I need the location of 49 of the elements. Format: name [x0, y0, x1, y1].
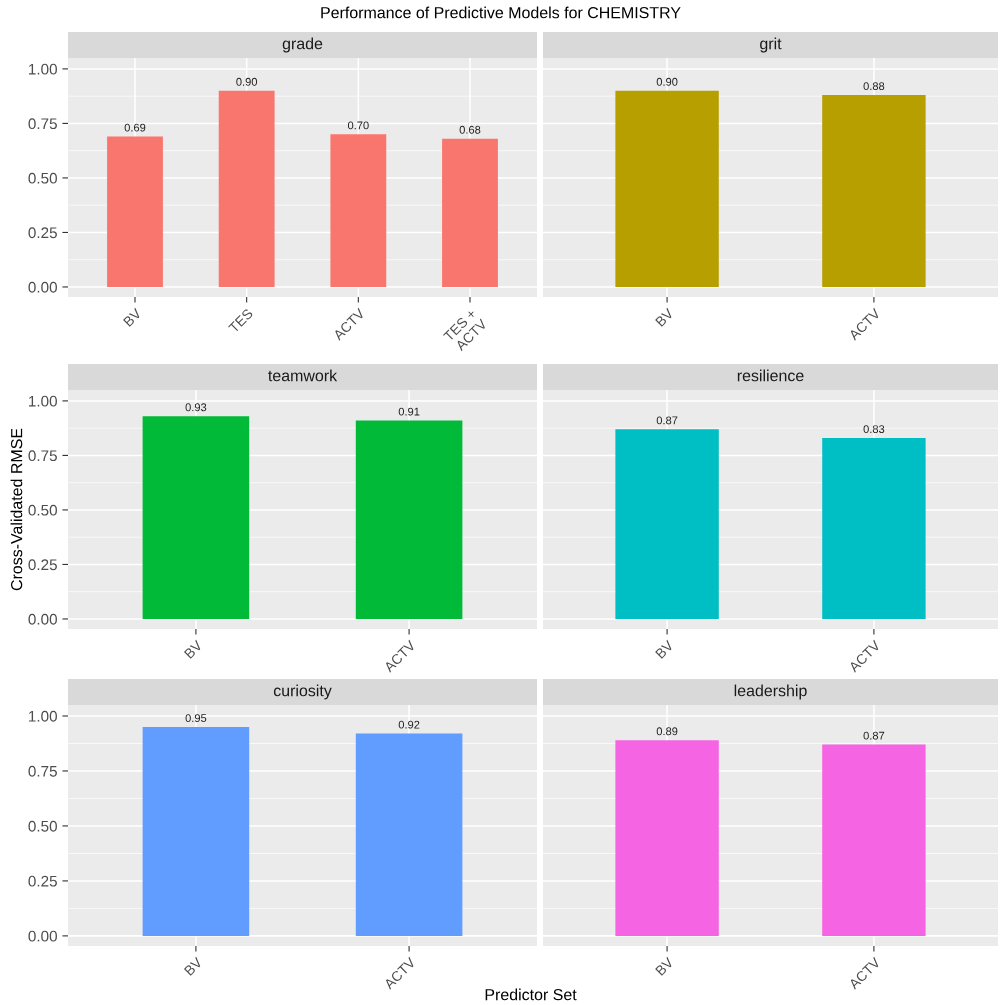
bar [218, 90, 275, 287]
y-tick-label: 0.25 [28, 227, 57, 239]
y-tick-label: 1.00 [29, 63, 57, 75]
y-tick-label: 0.75 [28, 118, 57, 130]
data-label: 0.91 [398, 407, 420, 416]
data-label: 0.90 [656, 77, 678, 86]
y-axis-title: Cross-Validated RMSE [10, 428, 23, 591]
y-tick-label: 1.00 [29, 710, 57, 722]
y-tick-label: 0.50 [28, 504, 57, 516]
data-label: 0.92 [398, 720, 420, 729]
bar [330, 134, 387, 287]
chart-title: leadership [734, 684, 807, 700]
y-tick-label: 0.00 [28, 281, 57, 293]
data-label: 0.89 [656, 727, 678, 736]
chart-title: grade [282, 37, 323, 53]
data-label: 0.93 [185, 403, 207, 412]
data-label: 0.95 [185, 714, 207, 723]
x-tick-label: BV [183, 639, 203, 659]
data-label: 0.68 [459, 125, 481, 134]
data-label: 0.69 [124, 123, 146, 132]
x-axis-title: Predictor Set [485, 988, 577, 1001]
text: Performance of Predictive Models for CHEMISTRY [321, 6, 681, 19]
y-tick-label: 0.00 [28, 930, 57, 942]
chart-title: teamwork [268, 369, 338, 382]
y-tick-label: 0.25 [28, 559, 57, 571]
x-tick-label: BV [183, 956, 203, 976]
chart-title: curiosity [273, 684, 332, 700]
data-label: 0.83 [863, 425, 885, 433]
y-tick-label: 1.00 [29, 395, 57, 407]
bar [442, 138, 498, 287]
y-tick-label: 0.25 [28, 875, 57, 887]
bar [107, 136, 163, 287]
x-tick-label: BV [655, 956, 675, 976]
y-tick-label: 0.50 [28, 820, 57, 832]
y-tick-label: 0.75 [28, 765, 57, 777]
y-tick-label: 0.00 [28, 613, 57, 625]
data-label: 0.70 [347, 121, 369, 130]
x-tick-label: TES [228, 308, 254, 334]
chart-title: grit [760, 37, 782, 53]
data-label: 0.88 [863, 82, 885, 91]
data-label: 0.87 [656, 416, 678, 425]
data-label: 0.90 [236, 77, 258, 86]
x-tick-label: BV [123, 307, 143, 327]
chart-title: resilience [737, 369, 804, 382]
y-tick-label: 0.75 [28, 450, 57, 462]
y-tick-label: 0.50 [28, 172, 57, 184]
x-tick-label: BV [655, 639, 675, 659]
data-label: 0.87 [863, 731, 885, 740]
x-tick-label: BV [655, 307, 675, 327]
